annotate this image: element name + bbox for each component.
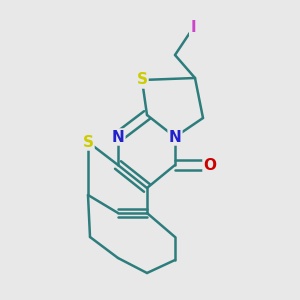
Text: O: O [203, 158, 217, 172]
Text: N: N [112, 130, 124, 145]
Text: S: S [82, 134, 94, 149]
Text: I: I [190, 20, 196, 35]
Text: N: N [169, 130, 182, 145]
Text: S: S [136, 73, 148, 88]
